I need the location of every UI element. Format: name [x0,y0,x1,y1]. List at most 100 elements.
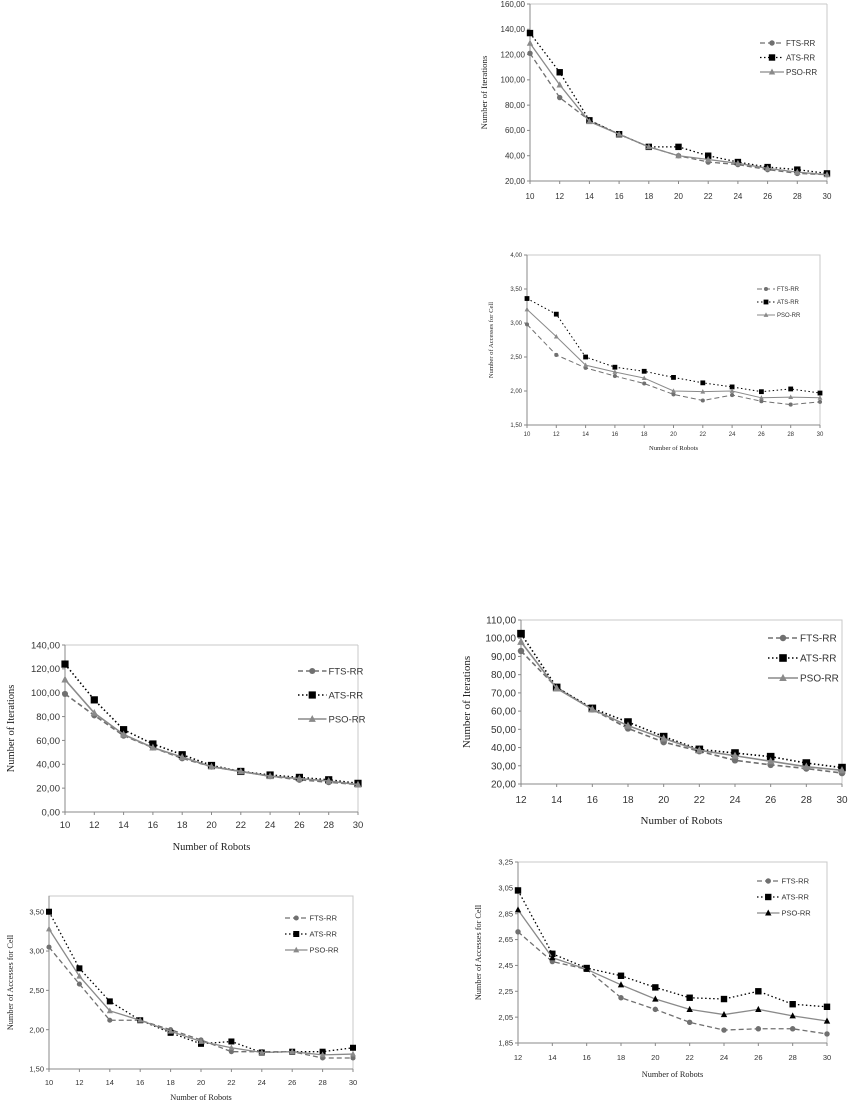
legend-label: ATS-RR [329,690,364,701]
data-point [686,1005,693,1012]
legend-item-fts-rr: FTS-RR [298,666,363,677]
legend-item-fts-rr: FTS-RR [285,914,338,923]
data-point [788,394,794,400]
x-axis-title: Number of Robots [649,445,699,452]
data-point [524,306,530,312]
series-line [526,324,821,406]
data-point [789,1012,796,1019]
x-tick-label: 24 [729,432,736,438]
data-point [228,1038,235,1045]
legend-marker [763,299,769,305]
data-point [354,780,362,788]
y-axis-title: Number of Accesses for Cell [488,302,495,378]
legend-item-fts-rr: FTS-RR [768,634,837,645]
data-point [120,730,128,738]
series-pso-rr [517,637,846,774]
y-tick-label: 140,00 [31,640,60,651]
x-tick-label: 26 [754,1053,762,1062]
data-point [350,1050,356,1057]
data-point [766,752,775,761]
series-line [520,650,843,774]
data-point [730,393,735,398]
data-point [755,1005,762,1012]
data-point [524,322,530,327]
series-fts-rr [517,647,846,777]
y-tick-label: 20,00 [505,177,526,186]
y-tick-label: 20,00 [36,783,60,794]
data-point [615,130,623,137]
series-line [526,309,821,399]
data-point [61,690,69,697]
legend-item-pso-rr: PSO-RR [757,312,801,319]
x-tick-label: 30 [823,1053,831,1062]
x-tick-label: 18 [622,795,634,806]
data-point [514,887,522,894]
x-tick-label: 14 [551,795,563,806]
data-point [645,143,652,150]
data-point [137,1016,144,1023]
data-point [350,1055,356,1061]
legend-marker [779,673,787,682]
data-point [295,774,303,782]
data-point [731,751,739,759]
x-tick-label: 20 [197,1078,205,1087]
y-tick-label: 3,05 [498,883,513,892]
y-axis-title: Number of Iterations [479,55,489,129]
series-ats-rr [524,296,823,396]
data-point [61,675,69,683]
y-axis-title: Number of Iterations [461,656,473,748]
y-tick-label: 120,00 [31,664,60,675]
legend-label: FTS-RR [310,914,338,923]
data-point [729,388,735,393]
y-tick-label: 160,00 [501,0,526,9]
plot-border [520,619,843,785]
y-tick-label: 2,00 [29,1025,44,1034]
legend-item-fts-rr: FTS-RR [760,39,816,48]
y-tick-label: 60,00 [36,736,60,747]
series-line [517,931,828,1035]
data-point [817,399,823,404]
data-point [612,369,618,374]
y-tick-label: 2,50 [510,355,522,361]
data-point [671,392,676,397]
x-tick-label: 22 [685,1053,693,1062]
x-tick-label: 24 [729,795,741,806]
data-point [652,995,659,1002]
x-tick-label: 30 [817,432,824,438]
data-point [76,965,83,972]
x-axis-title: Number of Robots [173,842,251,853]
data-point [838,766,846,774]
series-fts-rr [524,322,823,407]
y-tick-label: 110,00 [486,616,516,627]
data-point [824,1031,830,1037]
data-point [759,395,764,400]
series-line [48,928,354,1056]
plot-border [526,254,821,426]
x-tick-label: 18 [617,1053,625,1062]
legend-marker [779,654,787,662]
series-line [517,909,828,1022]
series-pso-rr [526,39,831,178]
data-point [583,965,590,972]
y-tick-label: 0,00 [42,807,61,818]
line-chart-3: 0,00 20,00 40,00 60,00 80,00 100,00 120,00 140,… [6,640,366,853]
x-tick-label: 16 [148,820,159,831]
data-point [549,950,556,957]
data-point [237,767,245,775]
series-line [48,911,354,1054]
y-tick-label: 3,00 [510,321,522,327]
data-point [612,374,617,379]
x-tick-label: 22 [694,795,706,806]
x-tick-label: 28 [787,432,794,438]
data-point [789,1001,796,1008]
data-point [178,753,186,761]
x-tick-label: 30 [823,192,832,201]
data-point [617,972,625,979]
legend-label: FTS-RR [786,39,816,48]
x-tick-label: 30 [836,795,848,806]
y-tick-label: 1,50 [510,423,522,429]
legend-marker [309,667,316,675]
data-point [700,389,706,394]
legend-marker [763,286,769,292]
